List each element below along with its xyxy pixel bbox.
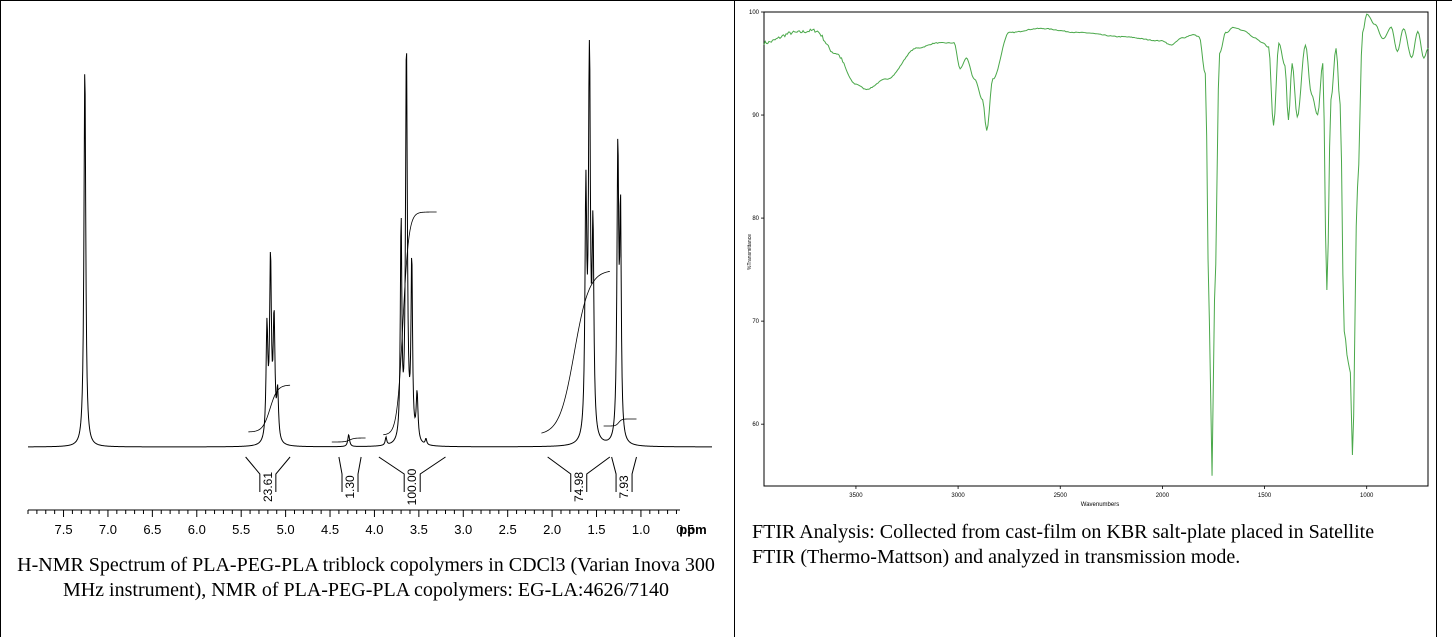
nmr-integral-bracket	[338, 456, 362, 492]
nmr-x-tick-label: 7.5	[54, 522, 72, 537]
nmr-x-tick-label: 7.0	[99, 522, 117, 537]
ftir-x-axis-label: Wavenumbers	[1081, 502, 1119, 508]
nmr-x-unit-label: ppm	[679, 522, 706, 537]
nmr-integral-curve	[331, 437, 366, 443]
ftir-y-axis-label: %Transmittance	[747, 234, 753, 270]
nmr-x-tick-label: 5.5	[232, 522, 250, 537]
table-cell-divider	[734, 0, 735, 637]
nmr-caption: H-NMR Spectrum of PLA-PEG-PLA triblock c…	[17, 554, 715, 601]
nmr-x-tick-label: 6.0	[188, 522, 206, 537]
ftir-y-tick-label: 60	[752, 422, 759, 428]
nmr-x-tick-label: 6.5	[143, 522, 161, 537]
nmr-x-tick-label: 4.0	[365, 522, 383, 537]
nmr-integral-value: 23.61	[261, 472, 275, 502]
ftir-plot-area: 60 70 80 90 100 3500 3000 2500 2000 1500 1000	[749, 10, 1429, 499]
ftir-x-tick-label: 1000	[1360, 493, 1374, 499]
ftir-y-tick-label: 100	[749, 10, 760, 16]
nmr-integral-value: 74.98	[572, 472, 586, 502]
ftir-caption: FTIR Analysis: Collected from cast-film …	[752, 521, 1375, 568]
ftir-x-tick-label: 1500	[1258, 493, 1272, 499]
nmr-x-tick-label: 2.5	[499, 522, 517, 537]
ftir-y-tick-label: 90	[752, 113, 759, 119]
nmr-spectrum: 23.61 1.30 100.00 74.98 7.93 7.5 7.0 6.5 6.0 5.5 5…	[27, 40, 713, 537]
table-border-top	[0, 0, 1452, 1]
nmr-integral-value: 100.00	[405, 468, 419, 505]
nmr-x-tick-label: 1.5	[587, 522, 605, 537]
nmr-integral-value: 1.30	[343, 475, 357, 499]
ftir-y-tick-label: 80	[752, 216, 759, 222]
ftir-x-tick-label: 2000	[1156, 493, 1170, 499]
ftir-y-tick-label: 70	[752, 319, 759, 325]
nmr-spectrum-trace	[27, 40, 713, 448]
nmr-x-tick-label: 5.0	[277, 522, 295, 537]
nmr-integral-bracket	[547, 456, 611, 492]
ftir-x-tick-label: 2500	[1054, 493, 1068, 499]
nmr-x-tick-label: 0.5	[676, 522, 694, 537]
ftir-spectrum-trace	[763, 13, 1429, 476]
table-border-left	[0, 0, 1, 637]
nmr-integral-bracket	[611, 456, 637, 492]
nmr-integral-curve	[383, 211, 437, 436]
nmr-x-tick-label: 4.5	[321, 522, 339, 537]
nmr-integral-curve	[248, 384, 291, 433]
nmr-x-tick-label: 1.0	[632, 522, 650, 537]
ftir-spectrum: 60 70 80 90 100 3500 3000 2500 2000 1500 1000 Wave…	[747, 10, 1429, 508]
ftir-x-tick-label: 3000	[951, 493, 965, 499]
nmr-integral-bracket	[378, 456, 446, 492]
nmr-integral-value: 7.93	[617, 475, 631, 499]
ftir-x-tick-label: 3500	[849, 493, 863, 499]
nmr-x-tick-label: 3.0	[454, 522, 472, 537]
nmr-x-tick-label: 3.5	[410, 522, 428, 537]
nmr-integral-curve	[541, 270, 610, 434]
nmr-plot-area: 23.61 1.30 100.00 74.98 7.93 7.5 7.0 6.5 6.0 5.5 5…	[27, 40, 713, 537]
nmr-x-tick-label: 2.0	[543, 522, 561, 537]
table-border-right	[1436, 0, 1437, 637]
ftir-plot-frame	[763, 11, 1429, 487]
nmr-integral-curve	[603, 418, 637, 427]
nmr-integral-bracket	[245, 456, 291, 492]
